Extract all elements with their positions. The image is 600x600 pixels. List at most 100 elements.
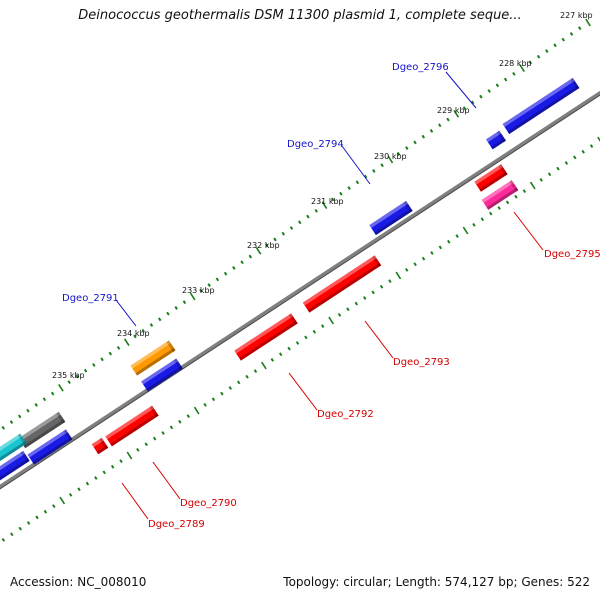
- gene-dgeo-2795-red-shadow: [479, 171, 508, 192]
- track-tick: [34, 403, 38, 407]
- track-tick: [100, 357, 104, 362]
- ruler-label-230: 230 kbp: [374, 152, 407, 161]
- track-tick: [405, 267, 409, 272]
- gene-dgeo-2791-shadow: [146, 365, 183, 392]
- track-tick: [189, 292, 196, 301]
- gene-dgeo-2796: [502, 77, 580, 135]
- track-tick: [487, 89, 491, 93]
- ruler-label-231: 231 kbp: [311, 197, 344, 206]
- track-tick: [438, 245, 443, 250]
- gene-dgeo-2791-highlight: [141, 358, 179, 385]
- gene-label-text: Dgeo_2796: [392, 62, 449, 73]
- track-tick: [94, 476, 98, 480]
- track-tick: [536, 54, 541, 59]
- track-tick: [470, 100, 475, 105]
- gene-label-text: Dgeo_2794: [287, 139, 344, 150]
- track-tick: [330, 197, 335, 202]
- track-tick: [245, 374, 249, 379]
- gene-label-dgeo-2794[interactable]: Dgeo_2794: [287, 139, 371, 185]
- track-tick: [102, 470, 106, 475]
- track-tick: [298, 220, 302, 225]
- track-tick: [17, 414, 22, 419]
- gene-dgeo-2794: [369, 200, 413, 236]
- track-tick: [503, 77, 508, 82]
- track-tick: [253, 369, 258, 374]
- track-tick: [232, 266, 236, 270]
- gene-blue-far-left-shadow: [0, 458, 30, 486]
- kbp-ruler: 227 kbp 228 kbp 229 kbp 230 kbp 231 kbp …: [52, 11, 593, 380]
- track-tick: [413, 262, 417, 267]
- track-tick: [447, 239, 451, 244]
- track-tick: [528, 60, 533, 65]
- track-tick: [248, 254, 253, 259]
- track-tick: [561, 37, 566, 42]
- gene-label-dgeo-2791[interactable]: Dgeo_2791: [62, 293, 137, 327]
- gene-dgeo-2796-body: [502, 77, 580, 135]
- track-tick: [347, 186, 351, 190]
- reverse-tick-track: [1, 136, 600, 542]
- gene-dgeo-2797-shadow: [490, 138, 506, 150]
- gene-dgeo-2791: [141, 358, 183, 392]
- gene-leader-line: [513, 211, 544, 251]
- track-tick: [228, 386, 232, 390]
- gene-blue-far-left-edge: [20, 450, 30, 463]
- track-tick: [585, 18, 591, 27]
- gene-leader-line: [445, 71, 477, 109]
- gene-gray-left: [18, 411, 66, 449]
- gene-dgeo-2796-edge: [570, 77, 580, 90]
- gene-dgeo-2794-shadow: [374, 208, 413, 236]
- gene-gray-left-highlight: [18, 411, 61, 442]
- track-tick: [289, 226, 294, 230]
- track-tick: [149, 323, 154, 327]
- plasmid-backbone: [0, 90, 600, 490]
- gene-blue-left-highlight: [27, 429, 68, 458]
- gene-label-dgeo-2790[interactable]: Dgeo_2790: [152, 461, 237, 509]
- track-tick: [59, 496, 66, 505]
- gene-label-dgeo-2796[interactable]: Dgeo_2796: [392, 62, 477, 109]
- track-tick: [372, 169, 376, 173]
- track-tick: [337, 312, 342, 317]
- track-tick: [85, 481, 90, 486]
- track-tick: [35, 515, 39, 520]
- ruler-label-229: 229 kbp: [437, 106, 470, 115]
- gene-dgeo-2789-shadow: [96, 445, 109, 455]
- track-tick: [396, 151, 401, 156]
- gene-label-dgeo-2795[interactable]: Dgeo_2795: [513, 211, 600, 260]
- track-tick: [522, 189, 527, 194]
- track-tick: [519, 64, 525, 73]
- track-tick: [556, 166, 560, 171]
- gene-dgeo-2797: [486, 130, 506, 150]
- gene-dgeo-2793-body: [302, 255, 382, 313]
- gene-cyan-left: [0, 433, 27, 467]
- track-tick: [26, 521, 31, 525]
- gene-dgeo-2795-edge: [509, 180, 519, 192]
- gene-label-text: Dgeo_2792: [317, 409, 374, 420]
- gene-dgeo-2790-edge: [149, 405, 159, 418]
- track-tick: [429, 129, 434, 133]
- gene-dgeo-2791-orange-highlight: [130, 340, 171, 369]
- track-tick: [215, 277, 220, 282]
- gene-label-dgeo-2793[interactable]: Dgeo_2793: [364, 320, 450, 368]
- gene-label-dgeo-2789[interactable]: Dgeo_2789: [121, 482, 205, 530]
- track-tick: [68, 492, 73, 497]
- gene-dgeo-2793-highlight: [302, 255, 377, 306]
- track-tick: [236, 380, 241, 385]
- track-tick: [495, 83, 500, 88]
- track-tick: [265, 243, 269, 248]
- gene-cyan-left-edge: [17, 433, 27, 446]
- track-tick: [92, 363, 96, 367]
- gene-blue-far-left-body: [0, 450, 30, 486]
- gene-label-dgeo-2792[interactable]: Dgeo_2792: [288, 372, 374, 420]
- track-tick: [166, 311, 170, 316]
- gene-dgeo-2789-body: [91, 437, 109, 455]
- gene-dgeo-2790-body: [105, 405, 159, 447]
- accession-text: Accession: NC_008010: [10, 575, 147, 589]
- track-tick: [255, 246, 262, 255]
- gene-dgeo-2796-highlight: [502, 77, 575, 127]
- track-tick: [261, 361, 267, 370]
- gene-dgeo-2791-orange-body: [130, 340, 176, 376]
- gene-dgeo-2792-shadow: [239, 320, 298, 361]
- gene-dgeo-2795-red-highlight: [474, 164, 504, 185]
- track-tick: [462, 226, 469, 235]
